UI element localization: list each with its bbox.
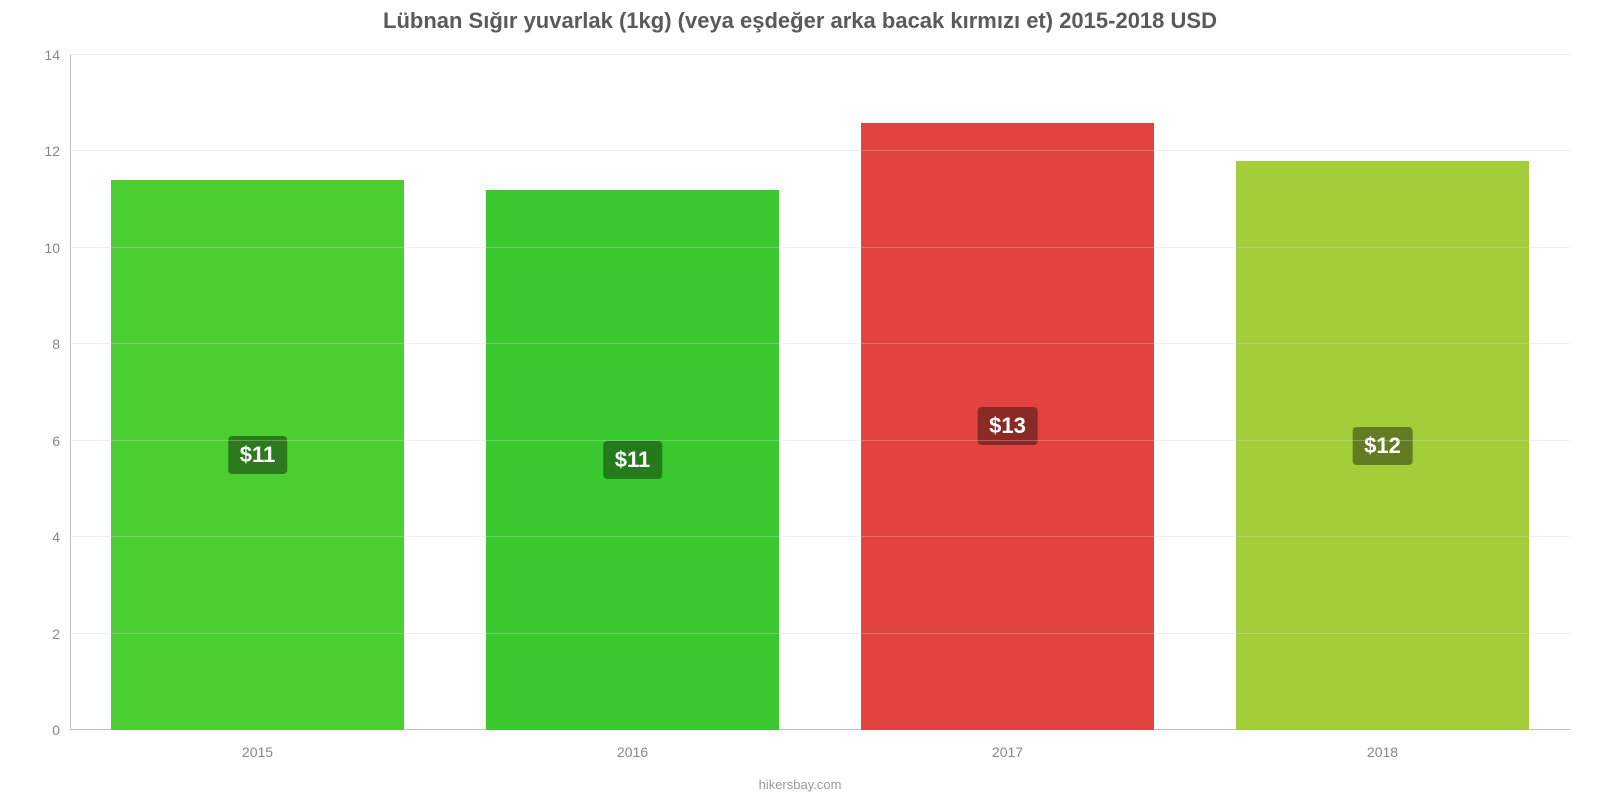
x-tick-label: 2018 — [1195, 744, 1570, 760]
bars-row: $11 $11 $13 $12 — [70, 55, 1570, 730]
bar: $13 — [861, 123, 1154, 731]
plot-area: $11$11$13$12 02468101214 — [70, 55, 1570, 730]
y-tick-label: 14 — [10, 47, 60, 63]
y-tick-label: 10 — [10, 240, 60, 256]
y-tick-label: 12 — [10, 143, 60, 159]
bar-slot: $11 — [70, 55, 445, 730]
y-tick-label: 2 — [10, 626, 60, 642]
y-tick-label: 8 — [10, 336, 60, 352]
bar: $11 — [111, 180, 404, 730]
bar-value-label: $11 — [228, 436, 288, 474]
bar-value-label: $11 — [603, 441, 663, 479]
bar-slot: $13 — [820, 55, 1195, 730]
y-tick-label: 6 — [10, 433, 60, 449]
y-gridline — [70, 150, 1570, 151]
footer-note: hikersbay.com — [0, 777, 1600, 792]
y-gridline — [70, 54, 1570, 55]
y-tick-label: 4 — [10, 529, 60, 545]
bar-slot: $12 — [1195, 55, 1570, 730]
y-gridline — [70, 536, 1570, 537]
bar-slot: $11 — [445, 55, 820, 730]
y-gridline — [70, 247, 1570, 248]
y-tick-label: 0 — [10, 722, 60, 738]
x-tick-label: 2015 — [70, 744, 445, 760]
x-axis-labels: 2015201620172018 — [70, 744, 1570, 760]
y-gridline — [70, 343, 1570, 344]
bar: $11 — [486, 190, 779, 730]
y-gridline — [70, 633, 1570, 634]
chart-title: Lübnan Sığır yuvarlak (1kg) (veya eşdeğe… — [0, 8, 1600, 34]
x-tick-label: 2016 — [445, 744, 820, 760]
x-tick-label: 2017 — [820, 744, 1195, 760]
chart-container: Lübnan Sığır yuvarlak (1kg) (veya eşdeğe… — [0, 0, 1600, 800]
y-gridline — [70, 440, 1570, 441]
bar-value-label: $12 — [1352, 427, 1413, 465]
